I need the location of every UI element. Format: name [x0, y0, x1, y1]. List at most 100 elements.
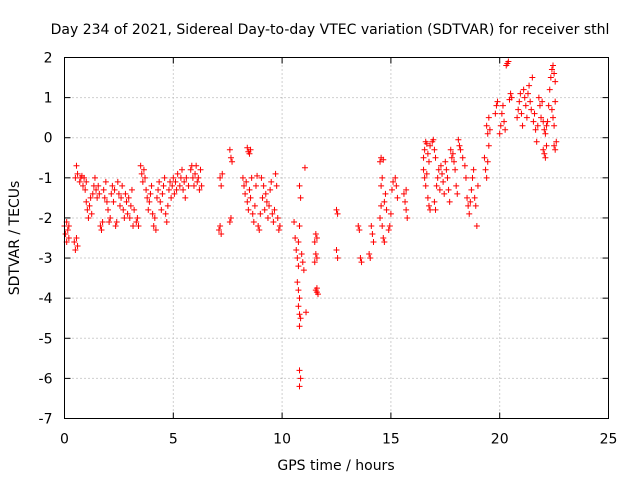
data-point	[177, 174, 184, 181]
data-point	[243, 178, 250, 185]
data-point	[126, 214, 133, 221]
data-point	[550, 114, 557, 121]
data-point	[358, 259, 365, 266]
y-tick-label: 0	[44, 131, 53, 147]
data-point	[244, 198, 251, 205]
data-point	[357, 255, 364, 262]
data-point	[100, 186, 107, 193]
data-point	[545, 102, 552, 109]
data-point	[379, 174, 386, 181]
data-point	[296, 367, 303, 374]
data-point	[168, 194, 175, 201]
data-point	[424, 150, 431, 157]
data-point	[493, 102, 500, 109]
data-point	[261, 206, 268, 213]
data-point	[522, 102, 529, 109]
data-point	[392, 174, 399, 181]
data-point	[548, 66, 555, 73]
data-point	[198, 182, 205, 189]
data-point	[192, 170, 199, 177]
data-point	[524, 90, 531, 97]
data-point	[194, 178, 201, 185]
data-point	[259, 194, 266, 201]
data-point	[448, 154, 455, 161]
data-point	[313, 285, 320, 292]
data-point	[229, 158, 236, 165]
data-point	[402, 198, 409, 205]
data-point	[158, 206, 165, 213]
data-point	[494, 98, 501, 105]
data-point	[311, 259, 318, 266]
data-point	[482, 166, 489, 173]
data-point	[387, 210, 394, 217]
data-point	[106, 218, 113, 225]
data-point	[485, 114, 492, 121]
data-point	[334, 255, 341, 262]
data-point	[138, 170, 145, 177]
data-point	[273, 182, 280, 189]
data-point	[295, 287, 302, 294]
data-point	[296, 383, 303, 390]
data-point	[81, 174, 88, 181]
data-point	[155, 186, 162, 193]
data-point	[87, 194, 94, 201]
data-point	[536, 102, 543, 109]
data-point	[385, 226, 392, 233]
y-tick-label: -3	[39, 251, 53, 267]
data-point	[464, 194, 471, 201]
data-point	[217, 174, 224, 181]
data-point	[167, 178, 174, 185]
data-point	[370, 239, 377, 246]
data-point	[311, 239, 318, 246]
data-point	[239, 174, 246, 181]
data-point	[219, 170, 226, 177]
data-point	[382, 190, 389, 197]
x-tick-label: 5	[169, 432, 178, 448]
data-point	[171, 190, 178, 197]
data-point	[260, 182, 267, 189]
data-point	[431, 198, 438, 205]
data-point	[517, 90, 524, 97]
data-point	[174, 170, 181, 177]
data-point	[423, 170, 430, 177]
data-point	[292, 235, 299, 241]
data-point	[501, 118, 508, 125]
data-point	[180, 186, 187, 193]
data-point	[217, 222, 224, 229]
data-point	[434, 174, 441, 181]
data-point	[197, 166, 204, 173]
data-point	[296, 222, 303, 229]
data-point	[301, 164, 308, 171]
data-point	[453, 182, 460, 189]
data-point	[145, 206, 152, 213]
data-point	[552, 98, 559, 105]
data-point	[103, 198, 110, 205]
data-point	[120, 206, 127, 213]
data-point	[227, 154, 234, 161]
data-point	[276, 222, 283, 229]
data-point	[447, 146, 454, 153]
data-point	[423, 140, 430, 147]
data-point	[245, 206, 252, 213]
data-point	[156, 178, 163, 185]
data-point	[82, 186, 89, 193]
data-point	[378, 182, 385, 189]
data-point	[486, 126, 493, 133]
data-point	[369, 230, 376, 237]
y-tick-label: -6	[39, 371, 53, 387]
data-point	[218, 230, 225, 237]
data-point	[502, 126, 509, 133]
data-point	[79, 182, 86, 189]
data-point	[252, 182, 259, 189]
x-tick-labels: 0 5 10 15 20 25	[60, 432, 617, 448]
x-tick-label: 25	[600, 432, 618, 448]
data-point	[255, 222, 262, 229]
data-point	[272, 170, 279, 177]
data-point	[380, 156, 387, 163]
data-point	[98, 226, 105, 233]
data-point	[83, 178, 90, 185]
data-point	[152, 226, 159, 233]
data-point	[109, 182, 116, 189]
data-point	[248, 174, 255, 181]
